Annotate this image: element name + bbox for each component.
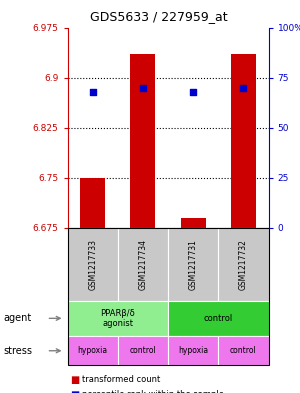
- Point: [140, 84, 145, 91]
- Text: GDS5633 / 227959_at: GDS5633 / 227959_at: [90, 10, 228, 23]
- Text: GSM1217734: GSM1217734: [138, 239, 147, 290]
- Bar: [80, 178, 105, 228]
- Text: control: control: [204, 314, 233, 323]
- Point: [241, 84, 246, 91]
- Text: control: control: [130, 346, 156, 355]
- Text: stress: stress: [3, 346, 32, 356]
- Point: [90, 88, 95, 95]
- Text: control: control: [230, 346, 257, 355]
- Text: GSM1217731: GSM1217731: [189, 239, 198, 290]
- Text: hypoxia: hypoxia: [178, 346, 208, 355]
- Text: ■: ■: [70, 390, 80, 393]
- Bar: [130, 54, 155, 228]
- Text: ■: ■: [70, 375, 80, 385]
- Bar: [231, 54, 256, 228]
- Text: GSM1217732: GSM1217732: [239, 239, 248, 290]
- Text: PPARβ/δ
agonist: PPARβ/δ agonist: [100, 309, 135, 328]
- Point: [191, 88, 196, 95]
- Text: transformed count: transformed count: [82, 375, 161, 384]
- Text: percentile rank within the sample: percentile rank within the sample: [82, 390, 224, 393]
- Text: hypoxia: hypoxia: [78, 346, 108, 355]
- Text: agent: agent: [3, 313, 31, 323]
- Bar: [181, 218, 206, 228]
- Text: GSM1217733: GSM1217733: [88, 239, 97, 290]
